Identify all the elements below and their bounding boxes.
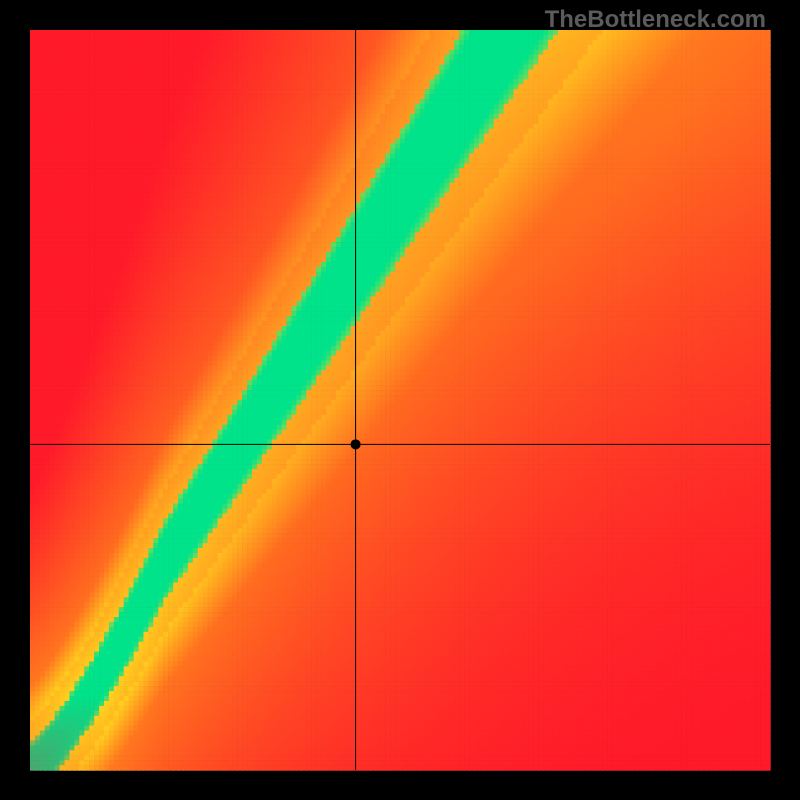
chart-container: TheBottleneck.com <box>0 0 800 800</box>
bottleneck-heatmap-canvas <box>0 0 800 800</box>
